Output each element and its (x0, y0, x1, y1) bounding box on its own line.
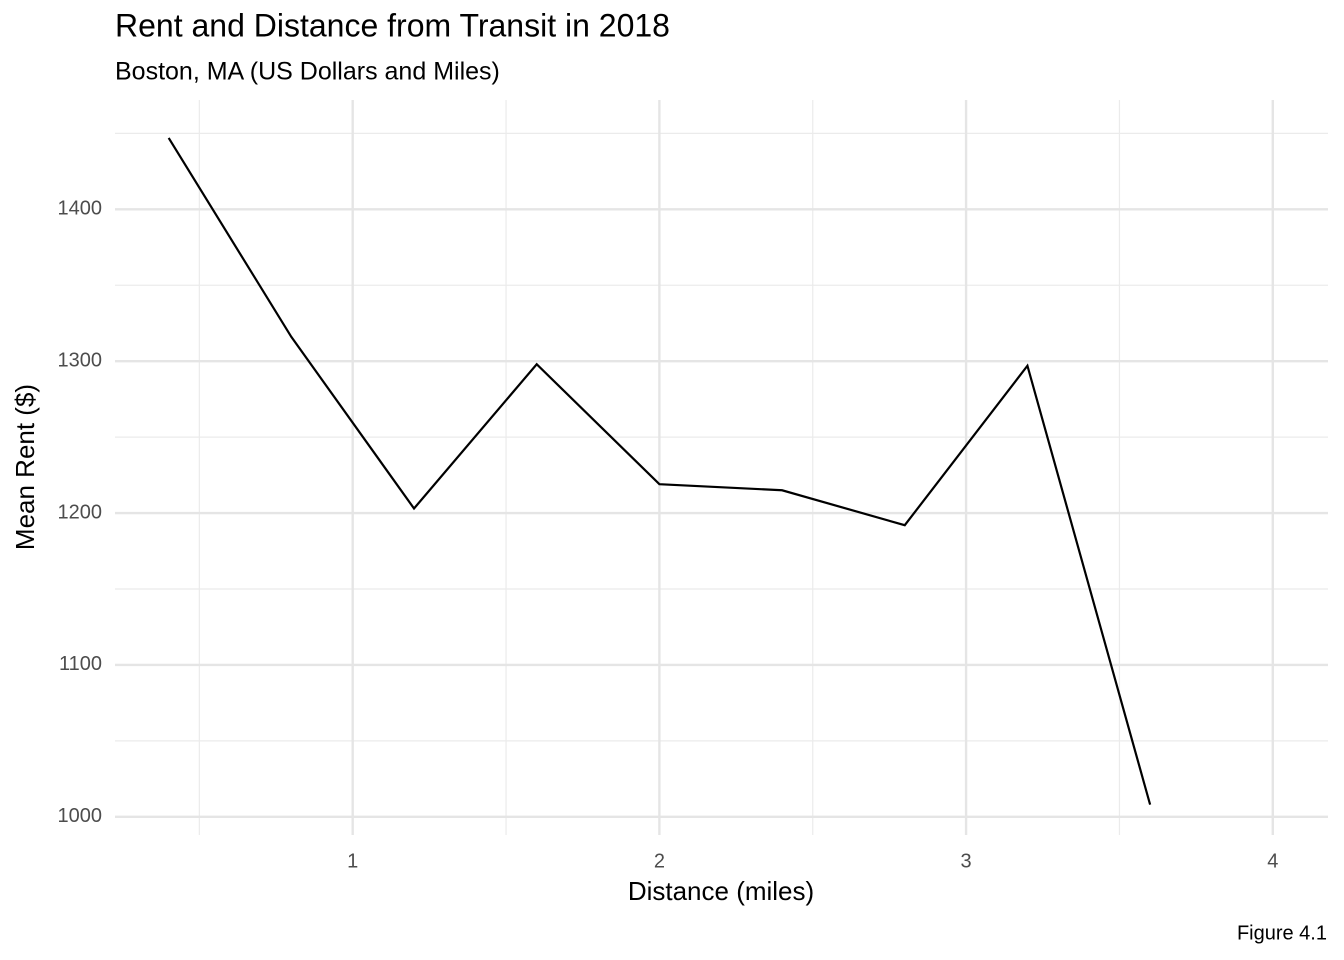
y-tick-label: 1400 (58, 198, 103, 220)
y-tick-label: 1300 (58, 349, 103, 371)
x-tick-label: 1 (347, 850, 358, 872)
y-tick-label: 1100 (59, 653, 102, 675)
x-axis-title: Distance (miles) (628, 876, 814, 906)
y-axis-title: Mean Rent ($) (10, 384, 40, 550)
caption: Figure 4.1 (1237, 922, 1327, 944)
x-tick-label: 3 (961, 850, 972, 872)
line-series (167, 137, 1152, 805)
chart-subtitle: Boston, MA (US Dollars and Miles) (115, 58, 500, 86)
x-tick-label: 4 (1267, 850, 1278, 872)
y-tick-label: 1200 (58, 501, 103, 523)
y-tick-label: 1000 (58, 805, 103, 827)
x-tick-label: 2 (654, 850, 665, 872)
chart-title: Rent and Distance from Transit in 2018 (115, 7, 670, 43)
